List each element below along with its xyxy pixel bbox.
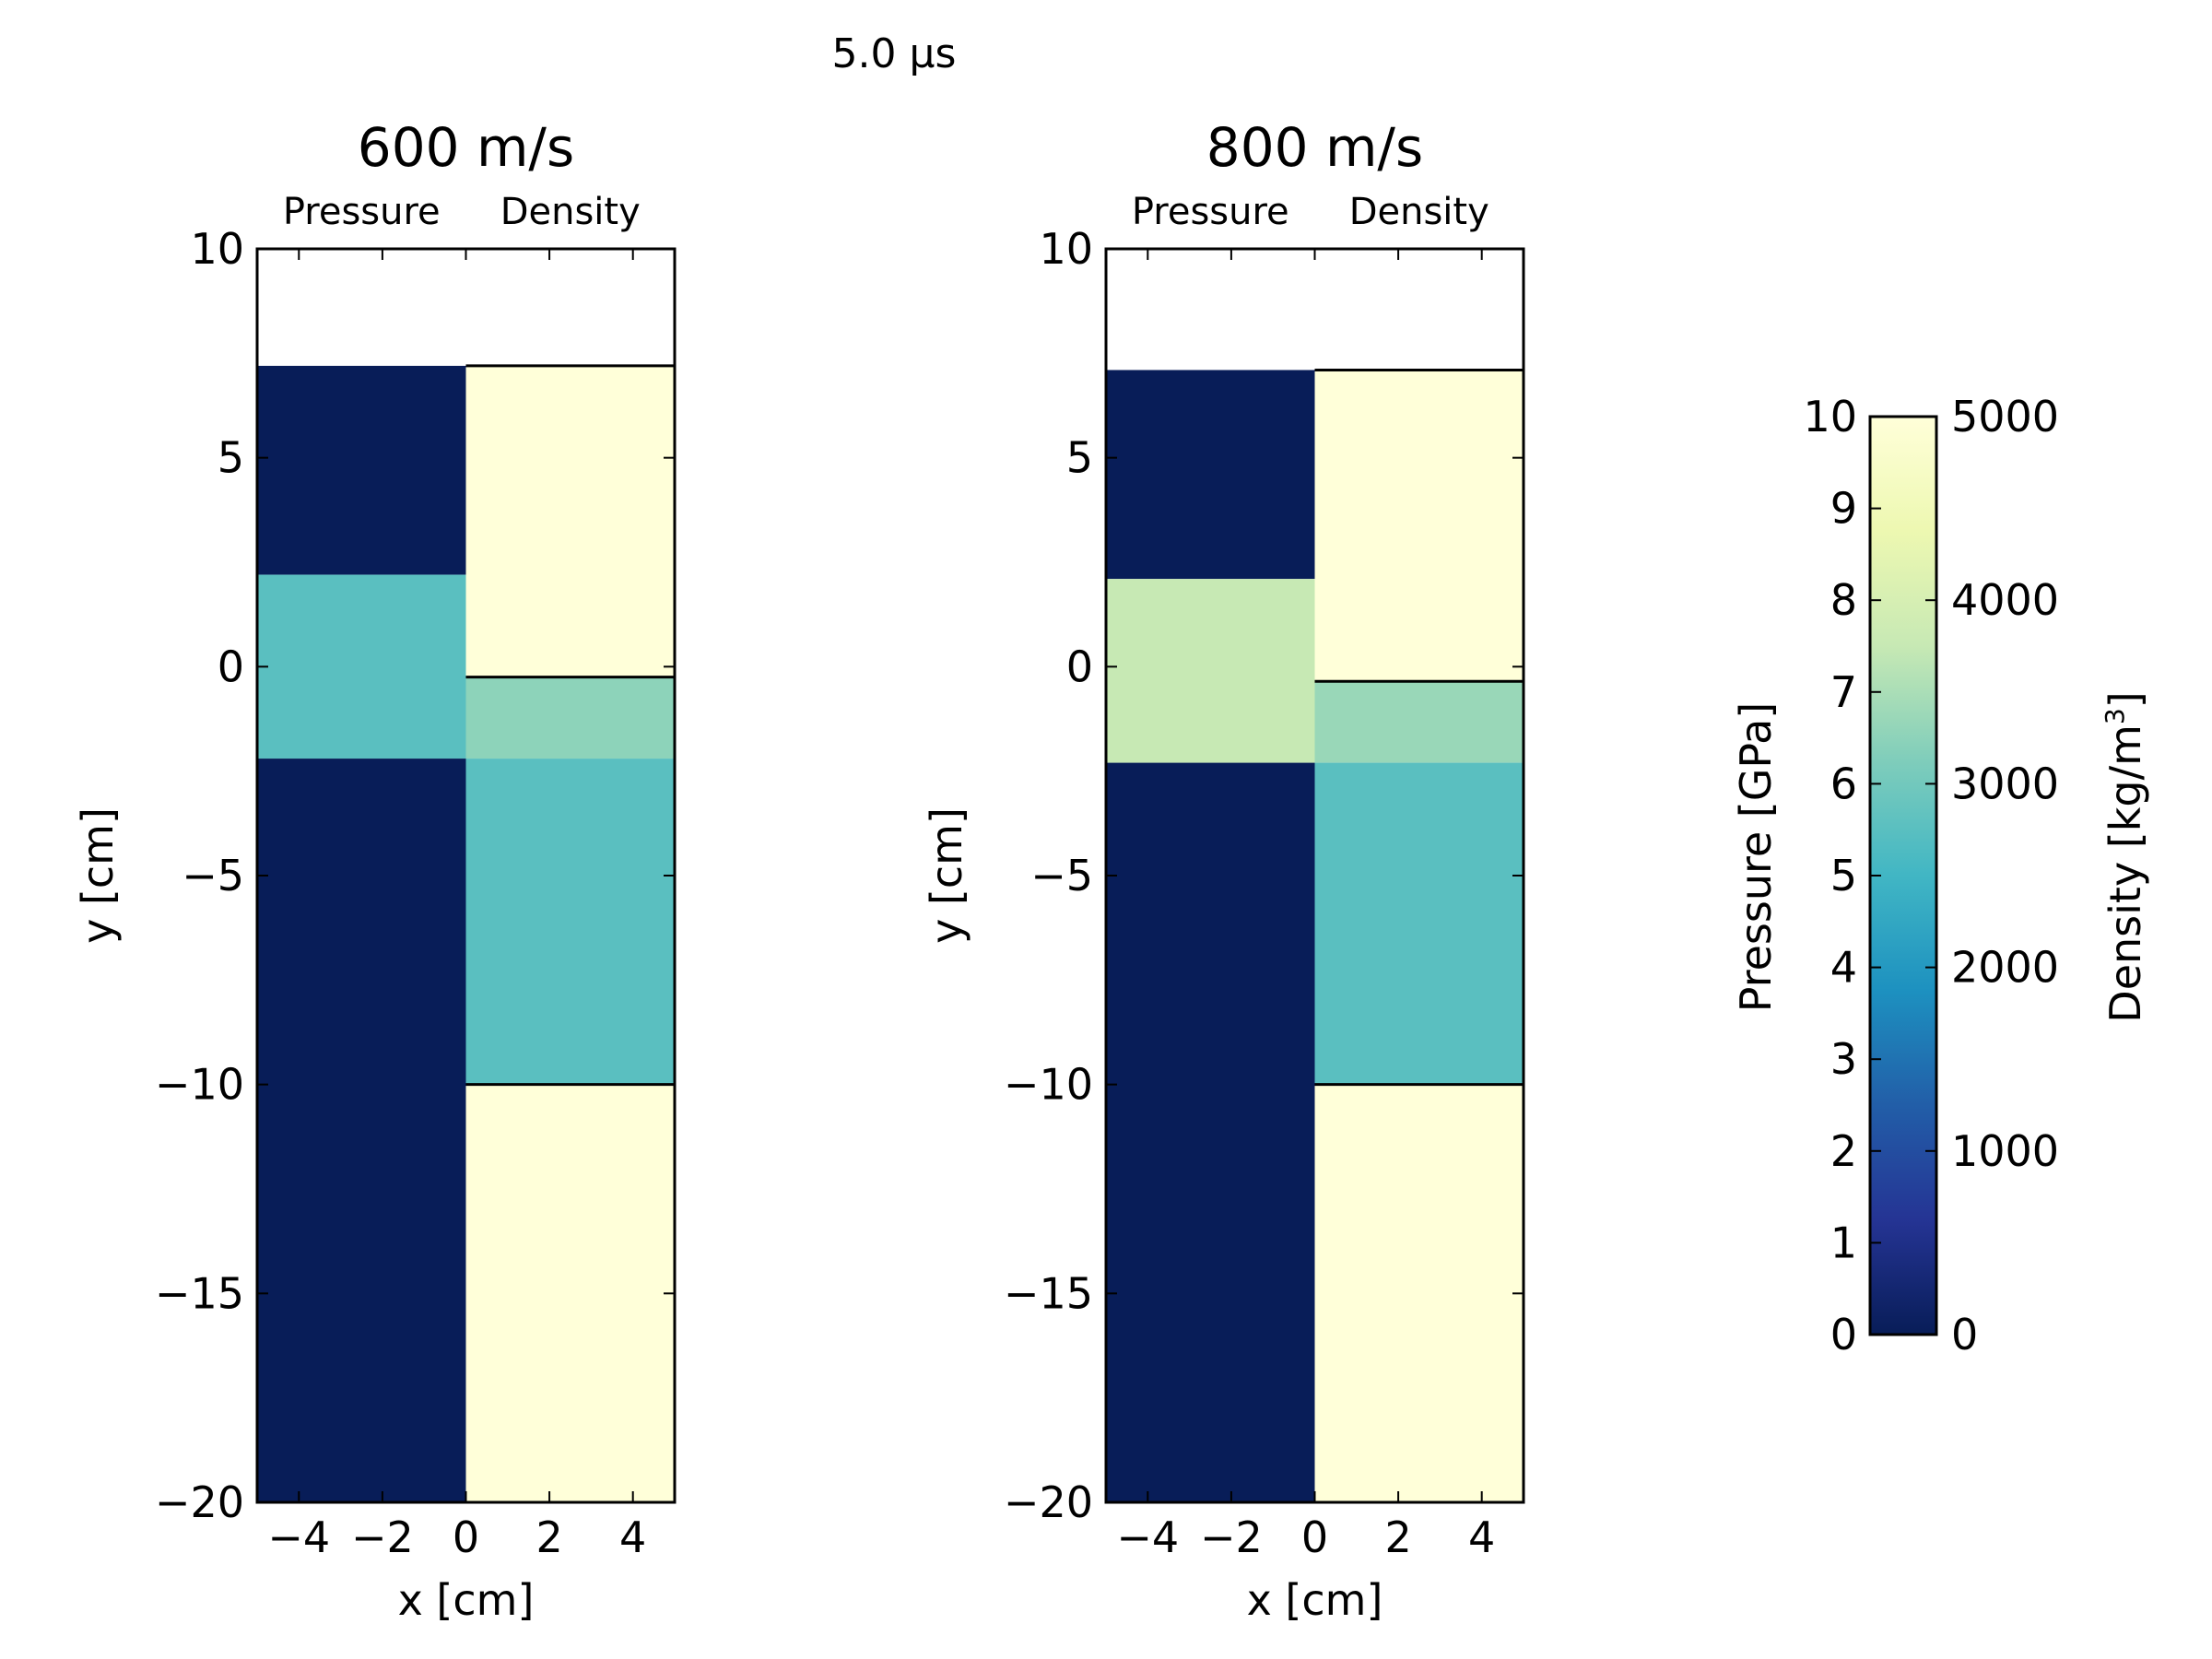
- colorbar-density-label: Density [kg/m3]: [2100, 691, 2150, 1022]
- y-axis-label: y [cm]: [73, 807, 123, 944]
- y-tick-label: 5: [1066, 433, 1093, 483]
- y-tick-label: 0: [218, 641, 244, 691]
- colorbar-pressure-tick-label: 0: [1830, 1310, 1857, 1359]
- density-band: [1314, 370, 1524, 682]
- x-tick-label: 4: [619, 1512, 646, 1562]
- colorbar-pressure-tick-label: 1: [1830, 1218, 1857, 1267]
- colorbar-density-label-end: ]: [2100, 691, 2150, 708]
- x-tick-label: −4: [1116, 1512, 1179, 1562]
- pressure-band: [1106, 579, 1315, 763]
- panel-title: 600 m/s: [358, 116, 574, 179]
- colorbar-density-tick-label: 0: [1951, 1310, 1978, 1359]
- y-tick-label: 0: [1066, 641, 1093, 691]
- pressure-band: [257, 365, 466, 575]
- colorbar-pressure-tick-label: 4: [1830, 943, 1857, 993]
- figure-suptitle: 5.0 μs: [832, 30, 957, 77]
- colorbar-pressure-tick-label: 7: [1830, 667, 1857, 717]
- y-tick-label: −20: [155, 1477, 244, 1527]
- x-axis-label: x [cm]: [398, 1575, 535, 1625]
- colorbar-pressure-tick-label: 6: [1830, 759, 1857, 808]
- panel-title: 800 m/s: [1206, 116, 1423, 179]
- colorbar-density-tick-label: 5000: [1951, 392, 2059, 441]
- x-tick-label: 4: [1468, 1512, 1495, 1562]
- colorbar-density-label-sup: 3: [2100, 708, 2130, 724]
- x-tick-label: 0: [453, 1512, 479, 1562]
- colorbar-pressure-tick-label: 9: [1830, 484, 1857, 534]
- pressure-label: Pressure: [283, 191, 441, 233]
- density-band: [1314, 1084, 1524, 1502]
- pressure-band: [1106, 370, 1315, 580]
- density-band: [465, 759, 675, 1085]
- y-tick-label: −15: [155, 1268, 244, 1318]
- pressure-label: Pressure: [1132, 191, 1289, 233]
- y-tick-label: −5: [182, 851, 244, 900]
- y-tick-label: −10: [1004, 1060, 1093, 1110]
- density-label: Density: [1349, 191, 1489, 233]
- colorbar-density-tick-label: 3000: [1951, 759, 2059, 808]
- density-label: Density: [500, 191, 641, 233]
- colorbar-density-tick-label: 2000: [1951, 943, 2059, 993]
- colorbar-pressure-tick-label: 2: [1830, 1126, 1857, 1176]
- density-band: [465, 677, 675, 759]
- y-axis-label: y [cm]: [922, 807, 971, 944]
- colorbar-pressure-tick-label: 3: [1830, 1034, 1857, 1084]
- density-band: [465, 1084, 675, 1502]
- colorbar-pressure-tick-label: 8: [1830, 575, 1857, 625]
- colorbar-pressure-label: Pressure [GPa]: [1731, 702, 1781, 1012]
- x-axis-label: x [cm]: [1247, 1575, 1383, 1625]
- colorbar-pressure-tick-label: 10: [1803, 392, 1857, 441]
- colorbar-density-tick-label: 4000: [1951, 575, 2059, 625]
- y-tick-label: 10: [190, 224, 244, 274]
- x-tick-label: −4: [267, 1512, 330, 1562]
- x-tick-label: −2: [351, 1512, 414, 1562]
- x-tick-label: −2: [1200, 1512, 1263, 1562]
- y-tick-label: −20: [1004, 1477, 1093, 1527]
- pressure-band: [257, 759, 466, 1502]
- pressure-band: [1106, 762, 1315, 1502]
- density-band: [1314, 681, 1524, 763]
- colorbar-pressure-tick-label: 5: [1830, 851, 1857, 900]
- x-tick-label: 2: [1384, 1512, 1411, 1562]
- density-band: [1314, 762, 1524, 1085]
- y-tick-label: −15: [1004, 1268, 1093, 1318]
- y-tick-label: 10: [1039, 224, 1093, 274]
- x-tick-label: 0: [1301, 1512, 1328, 1562]
- density-band: [465, 365, 675, 677]
- colorbar-density-tick-label: 1000: [1951, 1126, 2059, 1176]
- x-tick-label: 2: [535, 1512, 562, 1562]
- y-tick-label: 5: [218, 433, 244, 483]
- y-tick-label: −10: [155, 1060, 244, 1110]
- colorbar-density-label-main: Density [kg/m: [2100, 724, 2150, 1023]
- y-tick-label: −5: [1030, 851, 1093, 900]
- colorbar: 0 1 2 3 4 5 6 7 8 9 10 0 1000 2000 3000 4000 5000 Pressur…: [1731, 392, 2150, 1359]
- pressure-band: [257, 574, 466, 759]
